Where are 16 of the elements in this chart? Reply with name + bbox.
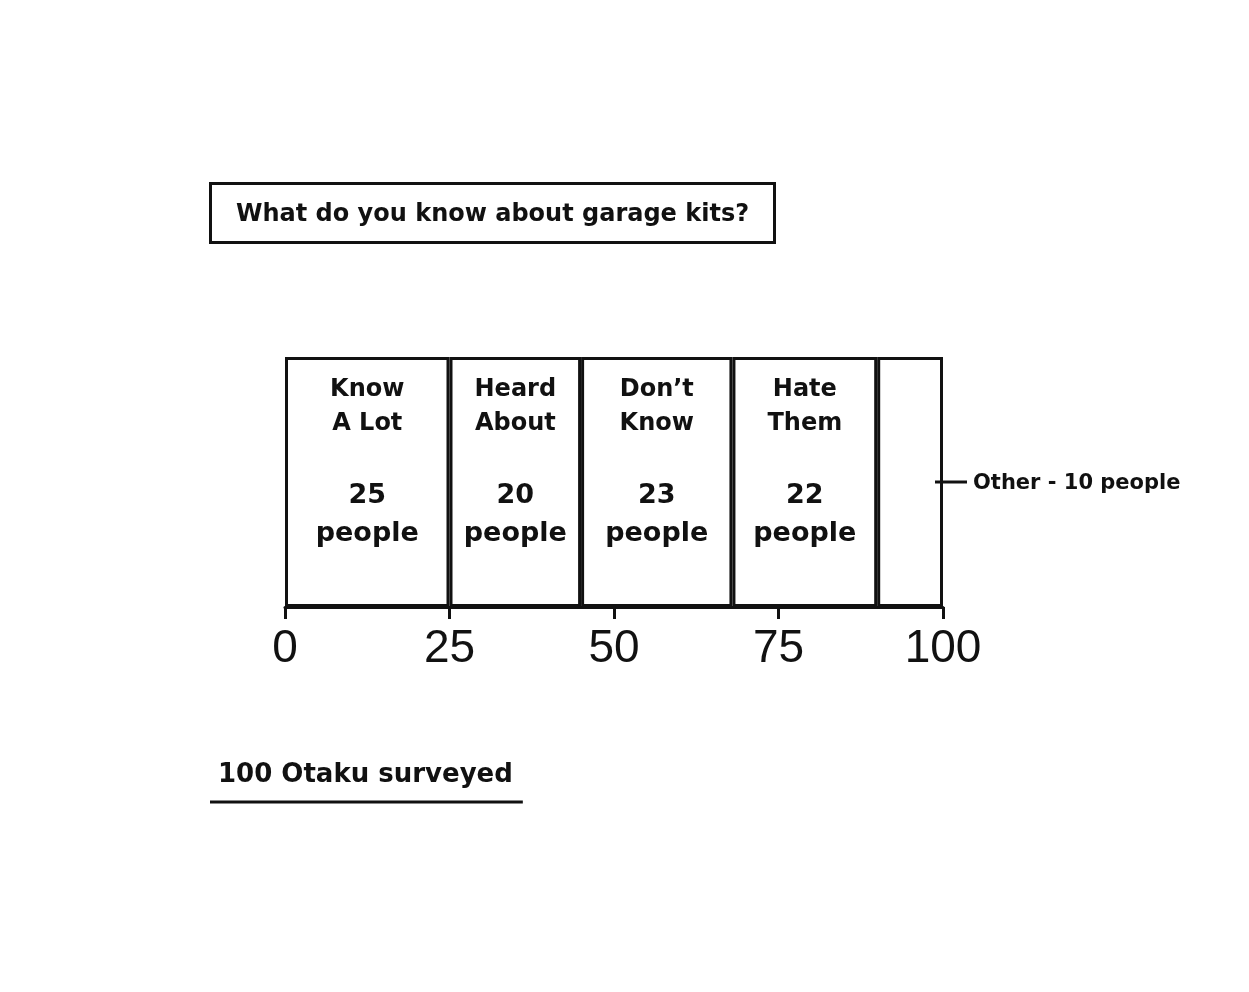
data-label: 20 people	[463, 477, 567, 547]
x-tick-label: 75	[752, 620, 805, 672]
annotation: Other - 10 people	[973, 470, 1181, 494]
series-label: Don’t Know	[619, 374, 694, 436]
x-tick-label: 50	[588, 620, 640, 672]
x-tick-label: 100	[904, 620, 982, 672]
data-label: 23 people	[605, 477, 709, 547]
data-label: 25 people	[315, 477, 419, 547]
series-label: Hate Them	[767, 374, 843, 436]
series-label: Heard About	[474, 374, 557, 436]
x-tick-label: 0	[272, 620, 298, 672]
series-label: Know A Lot	[330, 374, 405, 436]
chart-title: What do you know about garage kits?	[236, 199, 750, 227]
x-tick-label: 25	[423, 620, 476, 672]
data-label: 22 people	[753, 477, 857, 547]
text: 100 Otaku surveyed	[218, 758, 513, 788]
